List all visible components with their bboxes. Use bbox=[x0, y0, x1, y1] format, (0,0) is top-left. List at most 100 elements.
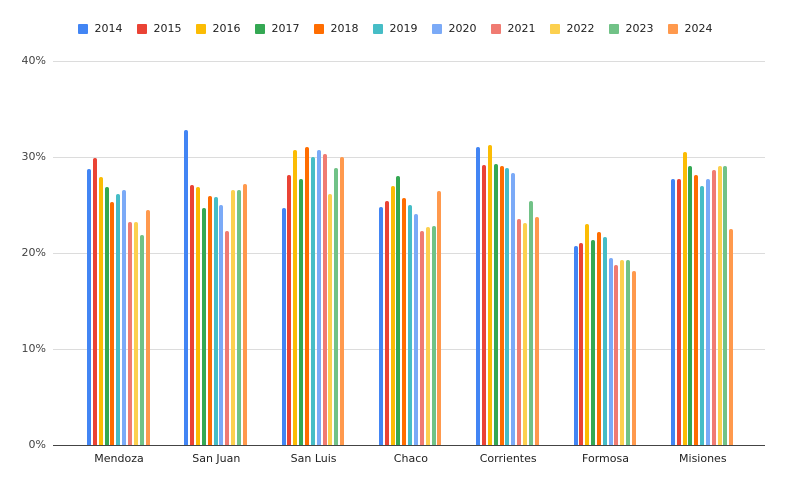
bar-chaco-2023[interactable] bbox=[431, 226, 436, 445]
bar-san-juan-2015[interactable] bbox=[190, 184, 195, 445]
bar-formosa-2023[interactable] bbox=[626, 259, 631, 445]
bar-corrientes-2015[interactable] bbox=[482, 164, 487, 445]
bar-san-luis-2014[interactable] bbox=[281, 207, 286, 445]
bar-san-juan-2021[interactable] bbox=[225, 230, 230, 445]
x-axis-line bbox=[53, 445, 765, 446]
bar-mendoza-2016[interactable] bbox=[98, 177, 103, 445]
bar-san-juan-2022[interactable] bbox=[231, 189, 236, 445]
bar-san-juan-2017[interactable] bbox=[201, 207, 206, 445]
legend-item-2019[interactable]: 2019 bbox=[372, 22, 418, 35]
bar-formosa-2024[interactable] bbox=[632, 271, 636, 445]
bar-corrientes-2020[interactable] bbox=[511, 173, 516, 445]
bar-san-luis-2024[interactable] bbox=[340, 157, 345, 445]
bar-corrientes-2021[interactable] bbox=[517, 219, 522, 445]
bar-corrientes-2022[interactable] bbox=[523, 223, 527, 445]
bar-formosa-2020[interactable] bbox=[608, 257, 613, 445]
bar-san-juan-2014[interactable] bbox=[184, 130, 189, 445]
legend-item-2018[interactable]: 2018 bbox=[313, 22, 359, 35]
bar-chaco-2022[interactable] bbox=[425, 227, 430, 445]
bar-san-luis-2015[interactable] bbox=[287, 175, 292, 445]
bar-mendoza-2021[interactable] bbox=[127, 222, 132, 445]
bar-san-juan-2020[interactable] bbox=[219, 205, 224, 445]
bar-chaco-2014[interactable] bbox=[378, 206, 383, 445]
legend-swatch bbox=[313, 23, 324, 34]
legend-label: 2019 bbox=[389, 22, 418, 35]
bar-formosa-2014[interactable] bbox=[573, 246, 578, 445]
y-tick-label: 20% bbox=[21, 246, 46, 259]
bar-mendoza-2015[interactable] bbox=[92, 157, 97, 445]
bar-chaco-2015[interactable] bbox=[384, 201, 389, 445]
bar-san-luis-2017[interactable] bbox=[299, 179, 304, 445]
legend-item-2022[interactable]: 2022 bbox=[549, 22, 595, 35]
bar-chaco-2020[interactable] bbox=[414, 213, 418, 445]
bar-misiones-2022[interactable] bbox=[717, 165, 722, 445]
bar-mendoza-2022[interactable] bbox=[133, 222, 138, 445]
bar-san-juan-2018[interactable] bbox=[207, 196, 212, 445]
bar-chaco-2018[interactable] bbox=[402, 198, 407, 445]
legend-item-2016[interactable]: 2016 bbox=[195, 22, 241, 35]
bar-mendoza-2017[interactable] bbox=[104, 186, 109, 445]
legend-item-2023[interactable]: 2023 bbox=[608, 22, 654, 35]
bar-misiones-2016[interactable] bbox=[682, 152, 687, 445]
bar-mendoza-2020[interactable] bbox=[122, 189, 127, 445]
bar-corrientes-2016[interactable] bbox=[487, 144, 492, 445]
bar-misiones-2015[interactable] bbox=[676, 179, 681, 445]
bar-san-luis-2020[interactable] bbox=[316, 150, 321, 445]
bar-san-juan-2023[interactable] bbox=[236, 189, 241, 445]
bar-chaco-2019[interactable] bbox=[408, 205, 413, 445]
bar-mendoza-2023[interactable] bbox=[139, 234, 144, 445]
bar-misiones-2017[interactable] bbox=[688, 165, 693, 445]
bar-corrientes-2018[interactable] bbox=[499, 165, 504, 445]
legend-item-2017[interactable]: 2017 bbox=[254, 22, 300, 35]
bar-mendoza-2024[interactable] bbox=[145, 209, 150, 445]
bar-san-luis-2023[interactable] bbox=[334, 167, 339, 445]
bar-san-luis-2022[interactable] bbox=[328, 194, 333, 445]
legend-label: 2023 bbox=[625, 22, 654, 35]
bar-corrientes-2023[interactable] bbox=[528, 201, 533, 445]
bar-chaco-2021[interactable] bbox=[419, 230, 424, 445]
bar-formosa-2017[interactable] bbox=[591, 239, 596, 445]
legend-swatch bbox=[549, 23, 560, 34]
bar-mendoza-2014[interactable] bbox=[87, 169, 91, 445]
bar-formosa-2018[interactable] bbox=[596, 231, 601, 445]
bar-misiones-2023[interactable] bbox=[723, 165, 728, 445]
bar-formosa-2022[interactable] bbox=[620, 259, 625, 445]
bar-chaco-2016[interactable] bbox=[390, 185, 395, 445]
bar-misiones-2018[interactable] bbox=[694, 175, 699, 445]
bar-misiones-2020[interactable] bbox=[705, 179, 710, 445]
bar-chaco-2024[interactable] bbox=[437, 190, 442, 445]
bar-san-luis-2016[interactable] bbox=[293, 150, 298, 445]
legend-label: 2016 bbox=[212, 22, 241, 35]
bar-san-juan-2019[interactable] bbox=[213, 197, 218, 445]
bar-san-luis-2019[interactable] bbox=[310, 157, 315, 445]
bar-corrientes-2024[interactable] bbox=[534, 216, 539, 445]
legend-item-2021[interactable]: 2021 bbox=[490, 22, 536, 35]
bar-chaco-2017[interactable] bbox=[396, 176, 401, 445]
bar-corrientes-2014[interactable] bbox=[476, 147, 481, 445]
bar-mendoza-2018[interactable] bbox=[110, 202, 115, 445]
legend-swatch bbox=[136, 23, 147, 34]
legend-swatch bbox=[254, 23, 265, 34]
bar-san-luis-2021[interactable] bbox=[322, 154, 327, 445]
bar-mendoza-2019[interactable] bbox=[116, 194, 121, 445]
bar-misiones-2021[interactable] bbox=[711, 170, 716, 445]
legend-item-2024[interactable]: 2024 bbox=[667, 22, 713, 35]
bar-formosa-2016[interactable] bbox=[585, 224, 590, 445]
bar-corrientes-2017[interactable] bbox=[493, 163, 498, 445]
x-category-label: Mendoza bbox=[94, 452, 144, 465]
bar-misiones-2014[interactable] bbox=[670, 179, 675, 445]
bar-formosa-2015[interactable] bbox=[579, 243, 584, 445]
bar-san-luis-2018[interactable] bbox=[305, 147, 309, 445]
bar-misiones-2019[interactable] bbox=[700, 185, 705, 445]
bar-formosa-2021[interactable] bbox=[614, 265, 619, 445]
bar-misiones-2024[interactable] bbox=[729, 229, 734, 445]
bar-formosa-2019[interactable] bbox=[602, 236, 607, 445]
bar-san-juan-2016[interactable] bbox=[196, 186, 200, 445]
gridline bbox=[53, 157, 765, 158]
legend-item-2014[interactable]: 2014 bbox=[77, 22, 123, 35]
legend-item-2020[interactable]: 2020 bbox=[431, 22, 477, 35]
legend-item-2015[interactable]: 2015 bbox=[136, 22, 182, 35]
x-category-label: San Luis bbox=[290, 452, 337, 465]
bar-san-juan-2024[interactable] bbox=[242, 183, 247, 445]
bar-corrientes-2019[interactable] bbox=[505, 167, 510, 445]
